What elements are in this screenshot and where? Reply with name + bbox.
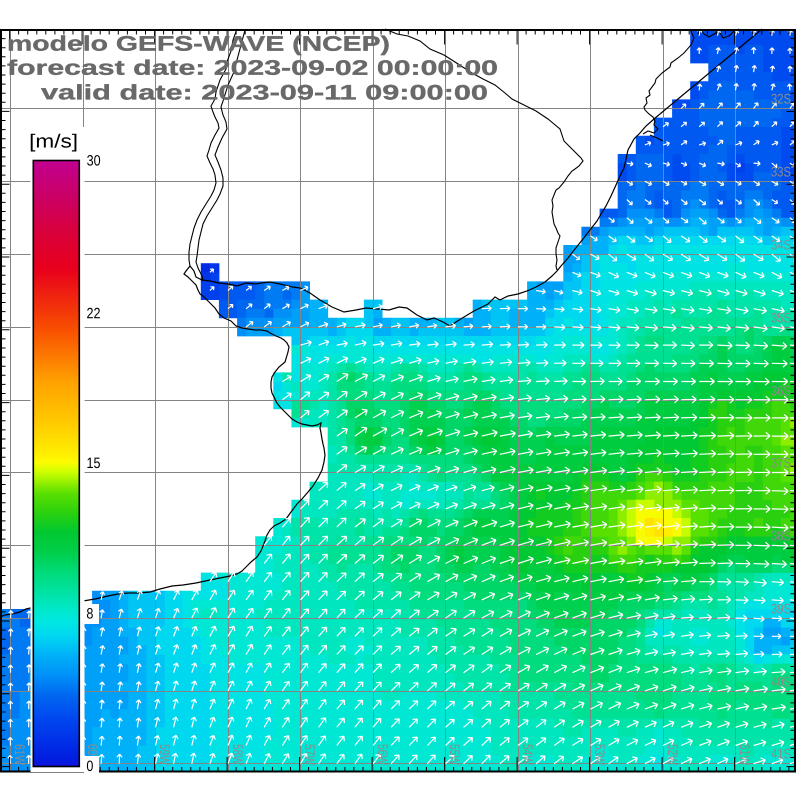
svg-text:valid date: 2023-09-11 09:00:0: valid date: 2023-09-11 09:00:00	[41, 81, 488, 104]
svg-text:57W: 57W	[302, 744, 318, 766]
svg-text:30: 30	[87, 153, 101, 170]
svg-text:22: 22	[87, 305, 101, 322]
svg-text:55W: 55W	[447, 744, 463, 766]
svg-text:54W: 54W	[520, 744, 536, 766]
svg-text:61W: 61W	[12, 744, 28, 766]
svg-text:36S: 36S	[771, 382, 791, 398]
svg-text:51W: 51W	[737, 744, 753, 766]
svg-text:33S: 33S	[771, 163, 791, 179]
svg-text:41S: 41S	[771, 745, 791, 761]
svg-text:0: 0	[86, 758, 93, 775]
svg-text:58W: 58W	[230, 744, 246, 766]
svg-text:39S: 39S	[771, 600, 791, 616]
svg-text:35S: 35S	[771, 309, 791, 325]
svg-text:59W: 59W	[157, 744, 173, 766]
svg-text:53W: 53W	[592, 744, 608, 766]
svg-text:37S: 37S	[771, 454, 791, 470]
svg-text:34S: 34S	[771, 236, 791, 252]
svg-text:56W: 56W	[375, 744, 391, 766]
svg-text:40S: 40S	[771, 673, 791, 689]
svg-text:8: 8	[86, 606, 93, 623]
svg-text:modelo GEFS-WAVE (NCEP): modelo GEFS-WAVE (NCEP)	[7, 33, 390, 56]
svg-text:15: 15	[86, 455, 100, 472]
svg-text:forecast date: 2023-09-02 00:0: forecast date: 2023-09-02 00:00:00	[7, 57, 498, 80]
svg-text:[m/s]: [m/s]	[29, 131, 78, 152]
svg-text:52W: 52W	[665, 744, 681, 766]
svg-text:32S: 32S	[771, 90, 791, 106]
svg-text:38S: 38S	[771, 527, 791, 543]
